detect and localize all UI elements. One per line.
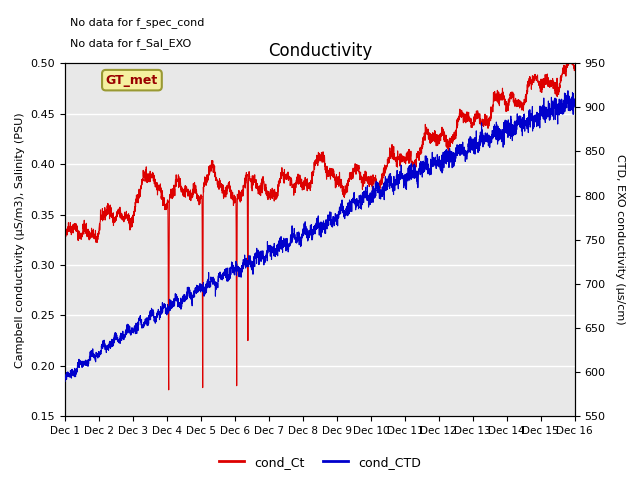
Text: No data for f_spec_cond: No data for f_spec_cond — [70, 17, 205, 28]
Y-axis label: Campbell conductivity (µS/m3), Salinity (PSU): Campbell conductivity (µS/m3), Salinity … — [15, 112, 25, 368]
Y-axis label: CTD, EXO conductivity (µs/cm): CTD, EXO conductivity (µs/cm) — [615, 155, 625, 325]
Title: Conductivity: Conductivity — [268, 42, 372, 60]
Legend: cond_Ct, cond_CTD: cond_Ct, cond_CTD — [214, 451, 426, 474]
Text: No data for f_Sal_EXO: No data for f_Sal_EXO — [70, 38, 191, 49]
Text: GT_met: GT_met — [106, 73, 158, 87]
